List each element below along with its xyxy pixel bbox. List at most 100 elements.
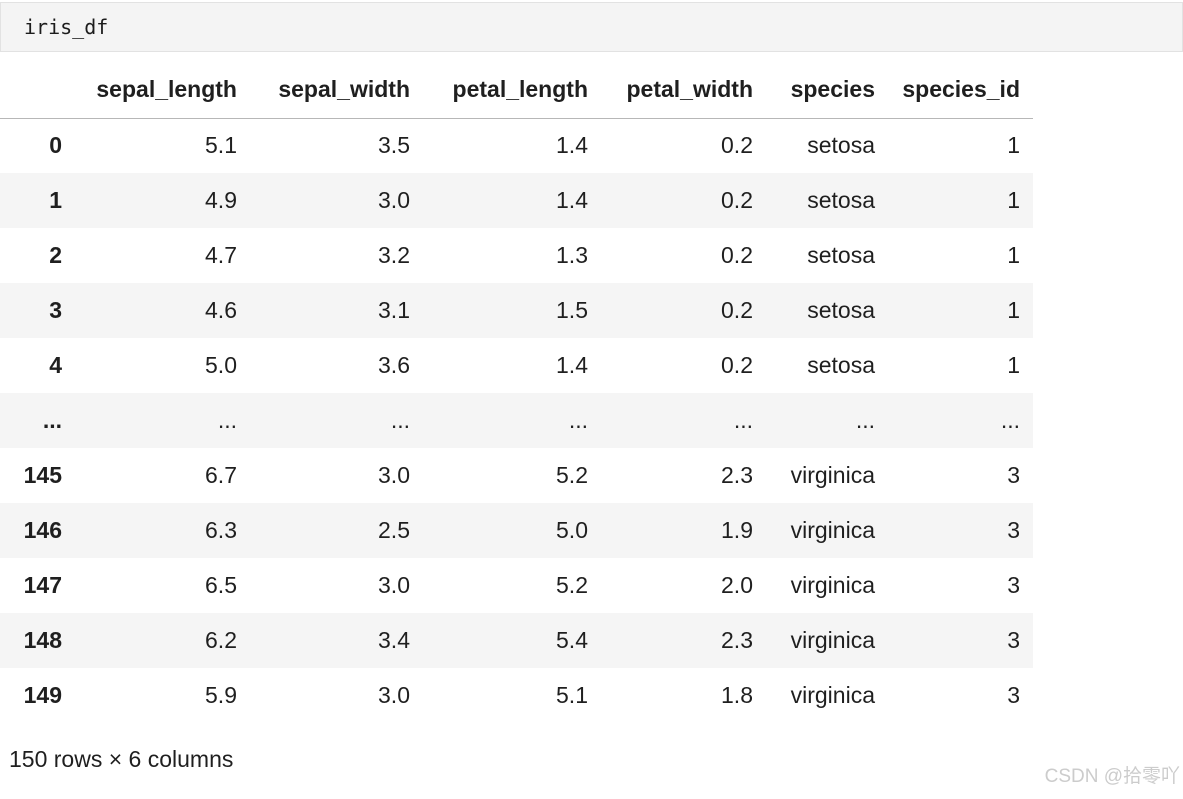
table-cell: 1 (1007, 352, 1020, 378)
dataframe-header: sepal_length sepal_width petal_length petal… (0, 61, 1033, 119)
table-row: ..................... (0, 393, 1033, 448)
table-cell: 0.2 (721, 132, 753, 159)
table-cell: 5.4 (556, 627, 588, 653)
dataframe-body: 0 5.1 3.5 1.4 0.2 setosa 1 1 4.9 3.0 1.4 0.2 setosa 1… (0, 118, 1033, 723)
column-header: sepal_length (75, 61, 250, 119)
table-cell: 3 (1007, 517, 1020, 543)
table-cell: 5.1 (205, 132, 237, 159)
table-cell: 3 (1007, 627, 1020, 653)
table-cell: 3 (1007, 462, 1020, 488)
table-cell: 1 (1007, 297, 1020, 323)
table-cell: 1.5 (556, 297, 588, 323)
table-cell: 3.1 (378, 297, 410, 323)
row-index: 4 (49, 352, 62, 378)
table-cell: 5.2 (556, 572, 588, 598)
table-cell: virginica (790, 462, 875, 488)
table-cell: 3.6 (378, 352, 410, 378)
table-cell: 5.0 (556, 517, 588, 543)
dataframe-output: sepal_length sepal_width petal_length petal… (0, 61, 1033, 723)
table-cell: 0.2 (721, 187, 753, 213)
row-index: 146 (23, 517, 62, 543)
table-cell: 2.5 (378, 517, 410, 543)
table-row: 3 4.6 3.1 1.5 0.2 setosa 1 (0, 283, 1033, 338)
table-cell: 0.2 (721, 242, 753, 268)
table-cell: setosa (807, 352, 875, 378)
table-cell: ... (568, 407, 588, 433)
column-header: petal_width (601, 61, 766, 119)
table-cell: 2.3 (721, 462, 753, 488)
table-row: 149 5.9 3.0 5.1 1.8 virginica 3 (0, 668, 1033, 723)
row-index: ... (42, 407, 62, 433)
dataframe-summary: 150 rows × 6 columns (9, 746, 234, 772)
table-cell: 1.3 (556, 242, 588, 268)
table-cell: 4.6 (205, 297, 237, 323)
table-cell: ... (1000, 407, 1020, 433)
table-cell: 4.9 (205, 187, 237, 213)
table-cell: ... (733, 407, 753, 433)
table-cell: 0.2 (721, 352, 753, 378)
table-cell: 2.0 (721, 572, 753, 598)
table-cell: virginica (790, 627, 875, 653)
table-row: 145 6.7 3.0 5.2 2.3 virginica 3 (0, 448, 1033, 503)
table-cell: virginica (790, 517, 875, 543)
header-row: sepal_length sepal_width petal_length petal… (0, 61, 1033, 119)
table-cell: setosa (807, 132, 875, 159)
row-index: 148 (23, 627, 62, 653)
table-cell: setosa (807, 242, 875, 268)
table-cell: ... (855, 407, 875, 433)
row-index: 147 (23, 572, 62, 598)
table-cell: virginica (790, 572, 875, 598)
table-cell: setosa (807, 187, 875, 213)
table-cell: 3.0 (378, 462, 410, 488)
table-cell: 3 (1007, 572, 1020, 598)
table-cell: 1.9 (721, 517, 753, 543)
row-index: 145 (23, 462, 62, 488)
table-cell: 3.0 (378, 572, 410, 598)
table-cell: ... (390, 407, 410, 433)
table-cell: 1 (1007, 132, 1020, 159)
row-index: 0 (49, 132, 62, 159)
table-cell: 3.0 (378, 682, 410, 708)
watermark: CSDN @拾零吖 (1044, 766, 1180, 787)
index-column-header (0, 61, 75, 119)
column-header: species_id (888, 61, 1033, 119)
table-cell: 5.9 (205, 682, 237, 708)
column-header: sepal_width (250, 61, 423, 119)
table-cell: 4.7 (205, 242, 237, 268)
table-cell: 3.0 (378, 187, 410, 213)
row-index: 3 (49, 297, 62, 323)
code-cell-source: iris_df (24, 15, 109, 39)
code-cell[interactable]: iris_df (0, 2, 1183, 52)
table-cell: 3.2 (378, 242, 410, 268)
table-cell: virginica (790, 682, 875, 708)
table-cell: setosa (807, 297, 875, 323)
table-cell: 1.4 (556, 132, 588, 159)
table-cell: 6.2 (205, 627, 237, 653)
table-cell: 3 (1007, 682, 1020, 708)
table-row: 148 6.2 3.4 5.4 2.3 virginica 3 (0, 613, 1033, 668)
table-cell: 5.2 (556, 462, 588, 488)
table-cell: 0.2 (721, 297, 753, 323)
table-cell: 1.4 (556, 352, 588, 378)
row-index: 149 (23, 682, 62, 708)
table-cell: 3.5 (378, 132, 410, 159)
table-row: 1 4.9 3.0 1.4 0.2 setosa 1 (0, 173, 1033, 228)
table-cell: 5.0 (205, 352, 237, 378)
table-cell: 3.4 (378, 627, 410, 653)
column-header: petal_length (423, 61, 601, 119)
table-cell: 6.3 (205, 517, 237, 543)
dataframe-table: sepal_length sepal_width petal_length petal… (0, 61, 1033, 723)
table-row: 4 5.0 3.6 1.4 0.2 setosa 1 (0, 338, 1033, 393)
table-row: 2 4.7 3.2 1.3 0.2 setosa 1 (0, 228, 1033, 283)
table-cell: 1 (1007, 242, 1020, 268)
table-cell: 1.8 (721, 682, 753, 708)
table-row: 146 6.3 2.5 5.0 1.9 virginica 3 (0, 503, 1033, 558)
table-cell: 2.3 (721, 627, 753, 653)
table-row: 0 5.1 3.5 1.4 0.2 setosa 1 (0, 118, 1033, 173)
table-cell: 6.7 (205, 462, 237, 488)
table-cell: ... (217, 407, 237, 433)
table-cell: 6.5 (205, 572, 237, 598)
table-cell: 5.1 (556, 682, 588, 708)
table-cell: 1.4 (556, 187, 588, 213)
column-header: species (766, 61, 888, 119)
